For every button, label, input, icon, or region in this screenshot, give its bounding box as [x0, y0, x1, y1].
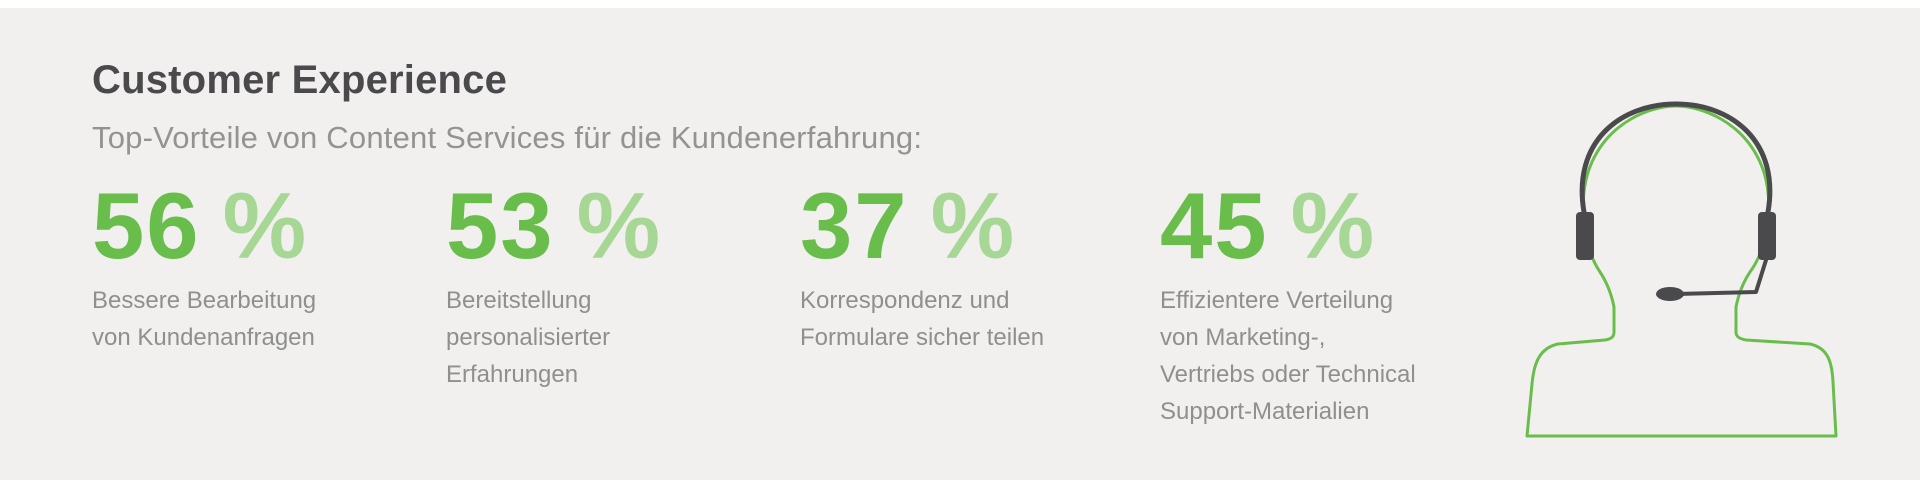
customer-experience-banner: Customer Experience Top-Vorteile von Con…	[0, 8, 1920, 480]
stat-label: Bereitstellung personalisierter Erfahrun…	[446, 287, 611, 388]
stat-percent-sign: %	[222, 173, 307, 278]
page-title: Customer Experience	[92, 58, 508, 102]
stat-percent-sign: %	[1290, 173, 1375, 278]
stat-material-distribution: 45% Effizientere Verteilung von Marketin…	[1160, 176, 1490, 430]
headset-mic-boom	[1674, 258, 1768, 296]
stat-number: 37%	[800, 176, 1130, 276]
stat-label: Korrespondenz und Formulare sicher teile…	[800, 287, 1045, 351]
stat-number: 45%	[1160, 176, 1490, 276]
stat-number: 56%	[92, 176, 422, 276]
headset-left-earcup	[1576, 212, 1594, 260]
headset-mic	[1656, 287, 1684, 301]
stat-value: 45	[1160, 173, 1269, 278]
stat-label: Effizientere Verteilung von Marketing-, …	[1160, 287, 1416, 425]
customer-support-headset-icon	[1510, 92, 1840, 442]
stat-percent-sign: %	[930, 173, 1015, 278]
stat-value: 37	[800, 173, 909, 278]
stat-number: 53%	[446, 176, 776, 276]
stat-value: 53	[446, 173, 555, 278]
stat-personalized-experiences: 53% Bereitstellung personalisierter Erfa…	[446, 176, 776, 393]
headset-right-earcup	[1758, 212, 1776, 260]
headset-band	[1579, 101, 1773, 215]
stat-percent-sign: %	[576, 173, 661, 278]
page-subtitle: Top-Vorteile von Content Services für di…	[92, 120, 923, 155]
stat-value: 56	[92, 173, 201, 278]
person-outline	[1525, 104, 1838, 438]
stat-secure-sharing: 37% Korrespondenz und Formulare sicher t…	[800, 176, 1130, 356]
stat-customer-requests: 56% Bessere Bearbeitung von Kundenanfrag…	[92, 176, 422, 356]
stat-label: Bessere Bearbeitung von Kundenanfragen	[92, 287, 317, 351]
